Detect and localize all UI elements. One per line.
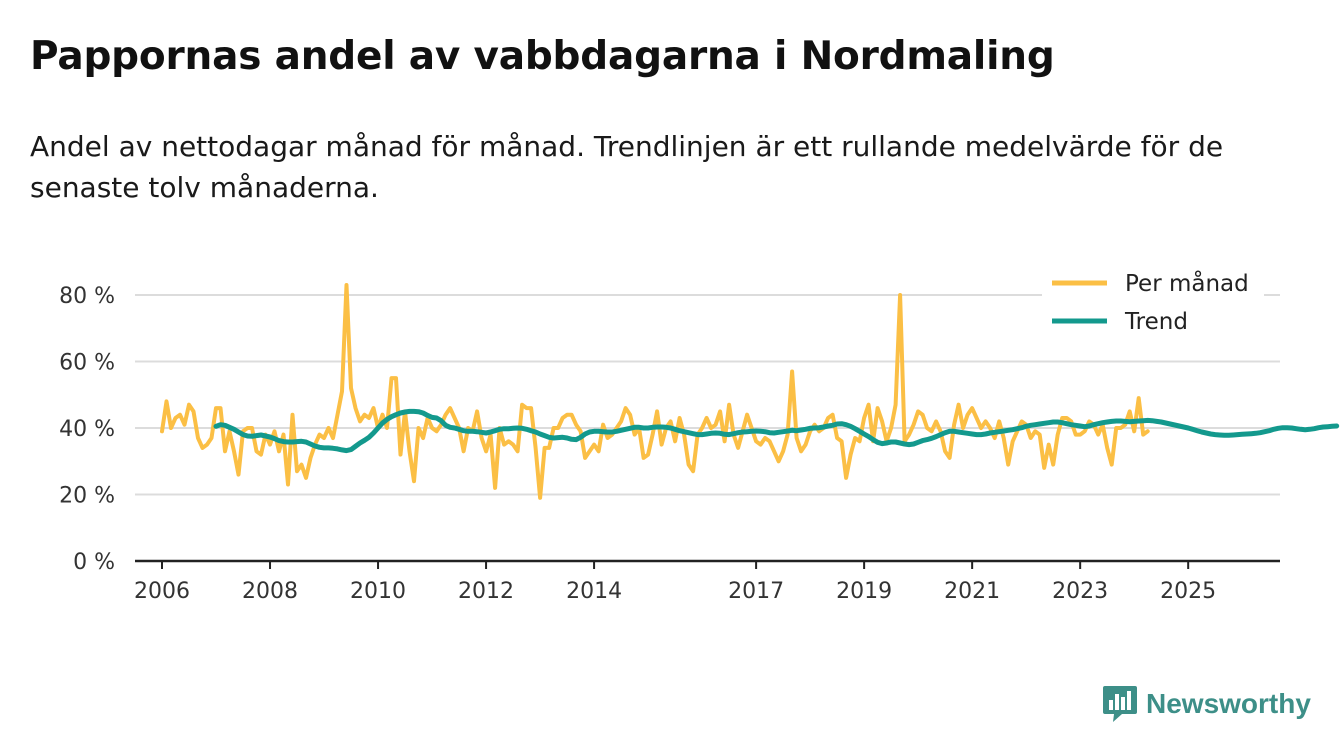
- x-tick-label: 2023: [1052, 579, 1108, 604]
- x-tick-label: 2008: [242, 579, 298, 604]
- legend-label: Per månad: [1125, 269, 1249, 297]
- y-tick-label: 40 %: [59, 417, 115, 442]
- x-tick-label: 2021: [944, 579, 1000, 604]
- x-tick-label: 2012: [458, 579, 514, 604]
- y-tick-label: 60 %: [59, 351, 115, 376]
- x-tick-label: 2014: [566, 579, 622, 604]
- x-axis-ticks: 2006 2008 2010 2012 2014 2017 2019 2021 2023 2025: [134, 561, 1216, 604]
- y-tick-label: 20 %: [59, 484, 115, 509]
- legend: Per månad Trend: [1042, 263, 1264, 343]
- chart-subtitle: Andel av nettodagar månad för månad. Tre…: [30, 130, 1224, 204]
- y-axis-ticks: 0 % 20 % 40 % 60 % 80 %: [59, 284, 115, 575]
- newsworthy-logo-icon: [1103, 686, 1137, 722]
- y-tick-label: 0 %: [73, 550, 115, 575]
- x-tick-label: 2019: [836, 579, 892, 604]
- series: [160, 283, 1340, 500]
- series-line-per-manad: [160, 283, 1150, 500]
- legend-background: [1042, 263, 1264, 343]
- series-line-trend: [213, 408, 1340, 454]
- legend-label: Trend: [1124, 309, 1188, 335]
- x-tick-label: 2010: [350, 579, 406, 604]
- x-tick-label: 2006: [134, 579, 190, 604]
- y-tick-label: 80 %: [59, 284, 115, 309]
- brand-name: Newsworthy: [1146, 688, 1311, 719]
- brand-logo: Newsworthy: [1102, 684, 1311, 724]
- chart-title: Pappornas andel av vabbdagarna i Nordmal…: [30, 34, 1055, 79]
- x-tick-label: 2017: [728, 579, 784, 604]
- x-tick-label: 2025: [1160, 579, 1216, 604]
